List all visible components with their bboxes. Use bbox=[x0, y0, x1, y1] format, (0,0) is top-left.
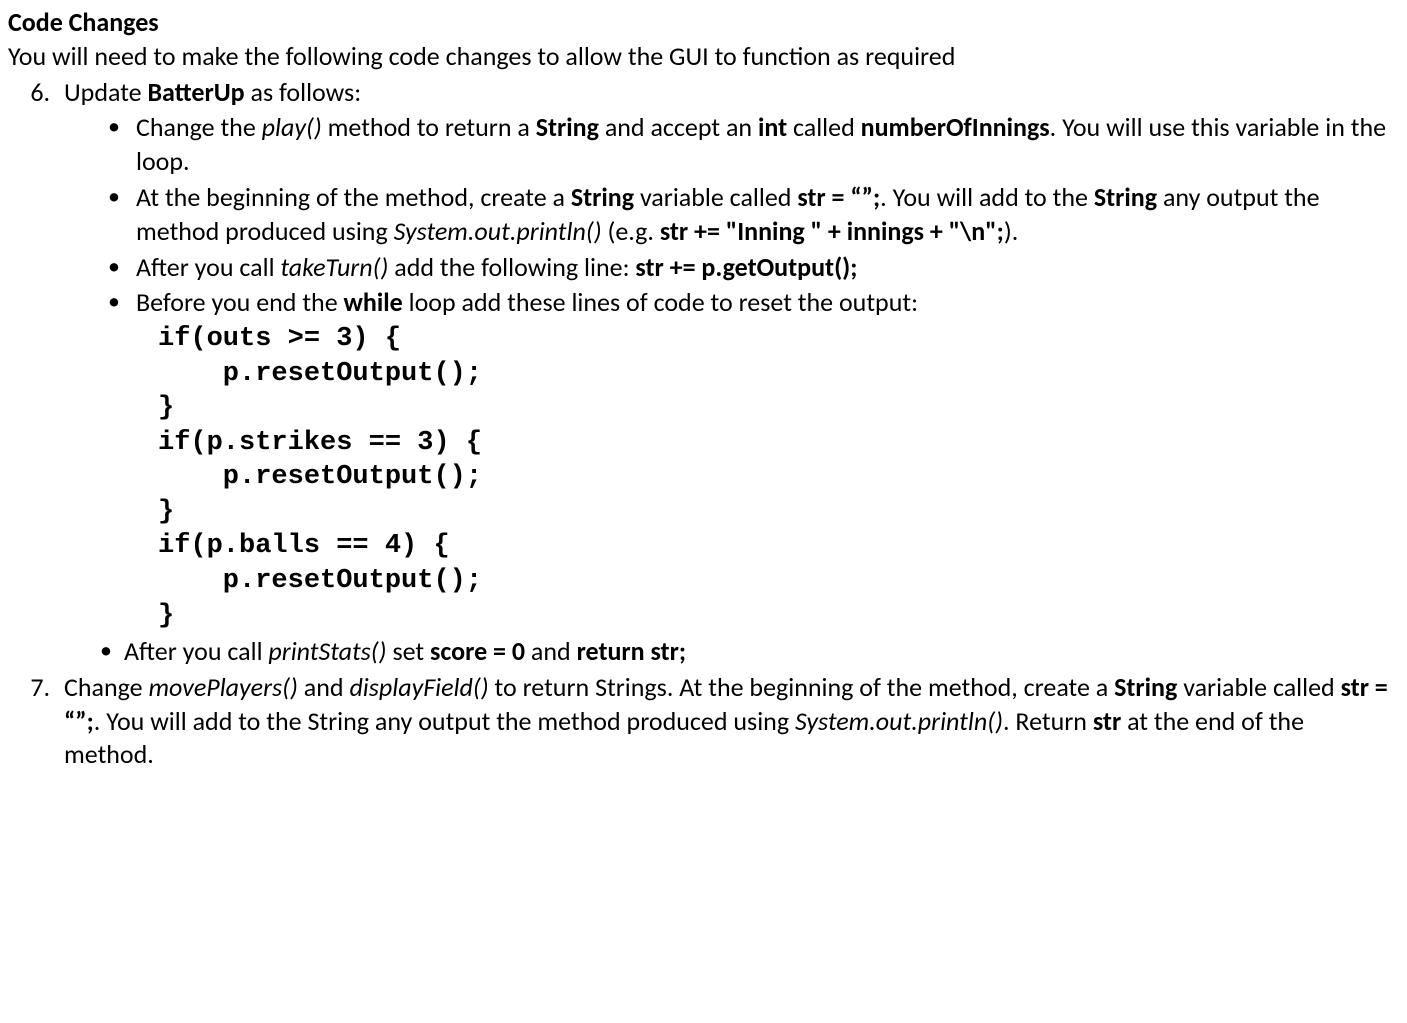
bullet-list-after: After you call printStats() set score = … bbox=[64, 635, 1399, 669]
heading: Code Changes bbox=[8, 6, 1399, 40]
bullet-item: After you call printStats() set score = … bbox=[124, 635, 1399, 669]
bullet-text: Before you end the while loop add these … bbox=[136, 286, 918, 318]
bullet-item: At the beginning of the method, create a… bbox=[136, 181, 1399, 249]
item6-lead: Update BatterUp as follows: bbox=[64, 76, 361, 108]
text: as follows: bbox=[245, 76, 362, 108]
list-item-7: Change movePlayers() and displayField() … bbox=[56, 671, 1399, 772]
bullet-item: Change the play() method to return a Str… bbox=[136, 111, 1399, 179]
list-item-6: Update BatterUp as follows: Change the p… bbox=[56, 76, 1399, 669]
bullet-list: Change the play() method to return a Str… bbox=[64, 111, 1399, 633]
numbered-list: Update BatterUp as follows: Change the p… bbox=[8, 76, 1399, 773]
text-bold: BatterUp bbox=[147, 76, 244, 108]
bullet-item: Before you end the while loop add these … bbox=[136, 286, 1399, 633]
code-block: if(outs >= 3) { p.resetOutput(); } if(p.… bbox=[136, 322, 1399, 633]
intro-text: You will need to make the following code… bbox=[8, 40, 1399, 74]
page: Code Changes You will need to make the f… bbox=[0, 0, 1407, 780]
bullet-item: After you call takeTurn() add the follow… bbox=[136, 251, 1399, 285]
text: Update bbox=[64, 76, 147, 108]
